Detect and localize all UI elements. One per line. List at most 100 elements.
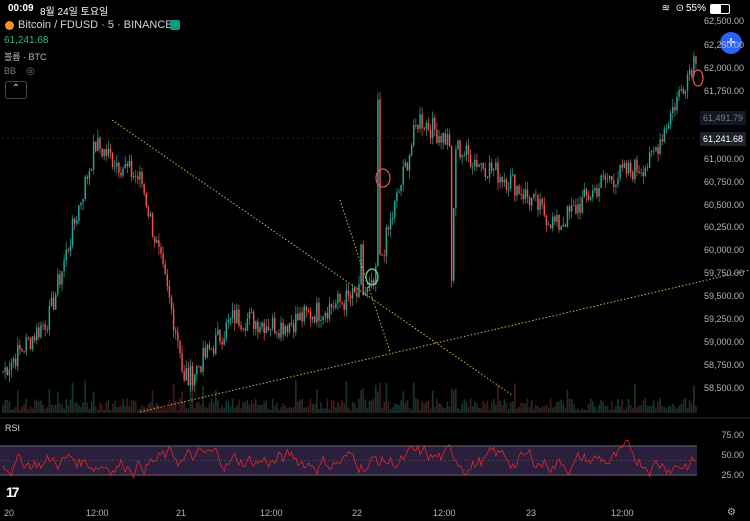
- volume-bar: [621, 399, 624, 413]
- candle-body: [179, 340, 181, 354]
- candle-body: [533, 194, 535, 199]
- candle-body: [636, 159, 638, 172]
- symbol-title[interactable]: Bitcoin / FDUSD · 5 · BINANCE: [18, 19, 173, 31]
- volume-bar: [518, 406, 520, 413]
- candle-body: [88, 170, 91, 179]
- volume-bar: [347, 407, 350, 413]
- candle-body: [229, 317, 232, 320]
- volume-bar: [101, 404, 103, 413]
- candle-body: [621, 164, 623, 168]
- volume-bar: [183, 402, 186, 413]
- trendline-ascending[interactable]: [139, 269, 750, 413]
- candle-body: [434, 117, 436, 130]
- volume-bar: [44, 408, 47, 413]
- settings-icon[interactable]: ⚙: [727, 507, 736, 518]
- tradingview-logo[interactable]: 17: [6, 484, 20, 500]
- candle-body: [36, 327, 38, 341]
- chevron-up-icon[interactable]: ⌃: [5, 81, 27, 99]
- volume-bar: [579, 409, 581, 413]
- volume-bar: [52, 405, 55, 413]
- candle-body: [514, 174, 516, 196]
- trendline-short[interactable]: [339, 199, 391, 353]
- volume-bar: [680, 404, 683, 413]
- candle-body: [509, 175, 512, 189]
- candle-body: [632, 171, 634, 180]
- candle-body: [65, 249, 67, 261]
- volume-bar: [143, 406, 146, 413]
- candle-body: [38, 327, 40, 338]
- annotation-circle-green[interactable]: [365, 268, 379, 286]
- volume-bar: [257, 404, 259, 413]
- candle-body: [564, 224, 567, 227]
- trendline-descending[interactable]: [111, 119, 513, 396]
- volume-bar: [305, 407, 308, 413]
- candle-body: [484, 168, 487, 177]
- candle-body: [200, 366, 202, 372]
- volume-bar: [379, 382, 381, 413]
- candle-body: [448, 134, 451, 147]
- candle-body: [145, 193, 148, 207]
- last-price: 61,241.68: [4, 35, 49, 46]
- candle-body: [67, 249, 70, 251]
- candle-body: [78, 205, 80, 221]
- candle-body: [141, 171, 143, 185]
- candle-body: [659, 139, 661, 154]
- candle-body: [109, 148, 112, 153]
- candle-body: [669, 113, 672, 125]
- annotation-circle-red-2[interactable]: [692, 69, 704, 87]
- volume-bar: [69, 399, 72, 413]
- candle-body: [619, 164, 621, 179]
- candle-body: [644, 168, 647, 177]
- market-open-icon: [170, 20, 180, 30]
- candle-body: [598, 188, 600, 197]
- volume-bar: [330, 399, 333, 413]
- candle-body: [10, 362, 13, 370]
- volume-bar: [366, 407, 369, 413]
- candle-body: [394, 201, 396, 218]
- volume-bar: [408, 408, 411, 413]
- candle-body: [217, 329, 219, 336]
- annotation-circle-red[interactable]: [375, 168, 391, 188]
- candle-body: [455, 149, 457, 209]
- volume-bar: [177, 409, 179, 413]
- candle-body: [168, 286, 171, 298]
- volume-bar: [204, 406, 207, 413]
- volume-bar: [334, 407, 337, 413]
- candle-body: [400, 184, 402, 192]
- volume-bar: [501, 405, 504, 413]
- candle-body: [431, 117, 434, 139]
- volume-bar: [692, 385, 695, 413]
- volume-bar: [465, 401, 468, 413]
- crosshair-button[interactable]: ✛: [720, 32, 742, 54]
- candle-body: [408, 155, 411, 171]
- rsi-label[interactable]: RSI: [5, 423, 21, 433]
- candle-body: [90, 169, 93, 171]
- price-tick: 61,750.00: [703, 86, 744, 96]
- candle-body: [412, 124, 415, 146]
- eye-hidden-icon[interactable]: ◎: [26, 66, 35, 77]
- portrait-lock-icon: ⊙: [675, 3, 684, 14]
- volume-bar: [370, 399, 373, 413]
- volume-bar: [440, 403, 442, 413]
- volume-bar: [427, 400, 430, 413]
- candle-body: [297, 313, 299, 321]
- bb-indicator-label[interactable]: BB: [4, 66, 17, 76]
- candle-body: [370, 280, 373, 285]
- volume-bar: [303, 407, 306, 413]
- volume-bar: [469, 398, 472, 413]
- volume-bar: [511, 401, 514, 413]
- candle-body: [25, 337, 27, 352]
- candle-body: [314, 316, 316, 323]
- volume-bar: [492, 398, 495, 413]
- candle-body: [153, 236, 156, 243]
- candle-body: [356, 292, 358, 297]
- candle-body: [221, 341, 223, 345]
- candle-body: [107, 148, 110, 156]
- candle-body: [592, 190, 594, 198]
- candle-body: [48, 306, 51, 330]
- volume-label[interactable]: 볼륨 · BTC: [4, 52, 47, 62]
- volume-bar: [145, 408, 148, 413]
- candle-body: [288, 322, 291, 333]
- candle-body: [14, 358, 17, 367]
